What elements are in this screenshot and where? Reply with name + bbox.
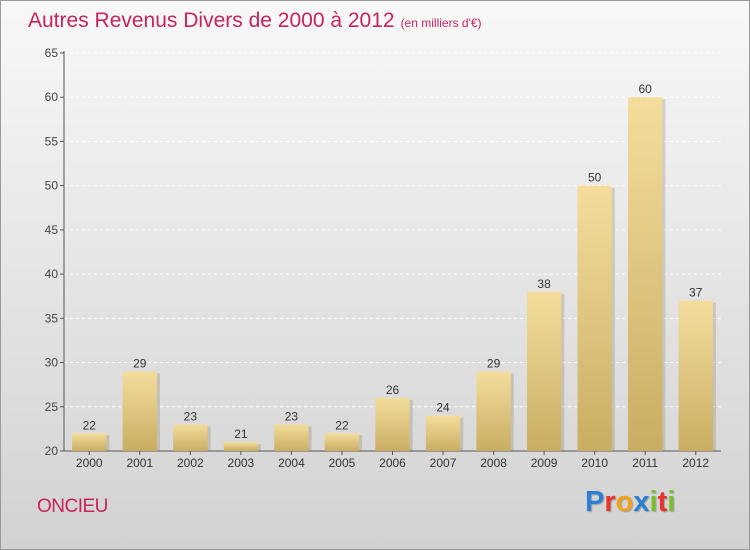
logo-letter: i — [649, 486, 658, 518]
bar — [72, 433, 107, 451]
logo-letter: P — [585, 486, 605, 518]
x-tick-label: 2010 — [581, 456, 608, 470]
logo-letter: o — [615, 486, 634, 518]
x-tick-label: 2002 — [177, 456, 204, 470]
y-tick-label: 40 — [45, 267, 59, 281]
x-tick-label: 2004 — [278, 456, 305, 470]
bar — [476, 371, 511, 451]
bar-value-label: 60 — [639, 82, 653, 96]
bar-value-label: 29 — [487, 356, 501, 370]
bar — [526, 291, 562, 451]
y-tick-label: 60 — [45, 90, 59, 104]
bar-value-label: 22 — [335, 418, 349, 432]
bar — [628, 97, 663, 451]
logo-letter: r — [604, 486, 616, 518]
bar-value-label: 38 — [537, 277, 551, 291]
bar — [173, 424, 208, 451]
x-tick-label: 2008 — [480, 456, 507, 470]
x-tick-label: 2012 — [682, 456, 709, 470]
y-tick-label: 30 — [45, 356, 59, 370]
bar — [122, 371, 157, 451]
x-tick-label: 2005 — [329, 456, 356, 470]
bar-value-label: 22 — [83, 418, 97, 432]
bar — [324, 433, 360, 451]
location-label: ONCIEU — [37, 496, 108, 517]
bar — [577, 185, 612, 451]
bar-value-label: 26 — [386, 383, 400, 397]
x-tick-label: 2007 — [430, 456, 457, 470]
x-tick-label: 2000 — [76, 456, 103, 470]
bar-value-label: 37 — [689, 286, 703, 300]
bar-value-label: 24 — [436, 401, 450, 415]
x-tick-label: 2011 — [632, 456, 658, 470]
bar-value-label: 29 — [133, 356, 147, 370]
x-tick-label: 2009 — [531, 456, 558, 470]
chart-title: Autres Revenus Divers de 2000 à 2012 (en … — [28, 9, 482, 33]
chart-title-text: Autres Revenus Divers de 2000 à 2012 — [28, 9, 395, 32]
bar — [375, 397, 410, 451]
y-tick-label: 20 — [45, 444, 59, 458]
y-tick-label: 35 — [45, 311, 59, 325]
bar — [274, 424, 309, 451]
y-tick-label: 50 — [45, 179, 59, 193]
bar — [223, 442, 259, 451]
chart-subtitle: (en milliers d'€) — [400, 16, 482, 30]
bar-value-label: 21 — [234, 427, 248, 441]
x-tick-label: 2001 — [126, 456, 153, 470]
y-tick-label: 45 — [45, 223, 59, 237]
bar — [425, 415, 461, 451]
y-tick-label: 25 — [45, 400, 59, 414]
bar-value-label: 23 — [184, 409, 198, 423]
x-tick-label: 2003 — [228, 456, 255, 470]
y-tick-label: 65 — [45, 46, 59, 60]
logo-letter: x — [633, 486, 650, 518]
bar-value-label: 23 — [285, 409, 299, 423]
bar-value-label: 50 — [588, 171, 602, 185]
x-tick-label: 2006 — [379, 456, 406, 470]
proxiti-logo: Proxiti — [585, 486, 675, 519]
bar — [678, 300, 713, 451]
logo-letter: t — [657, 486, 668, 518]
logo-letter: i — [667, 486, 676, 518]
y-tick-label: 55 — [45, 134, 59, 148]
